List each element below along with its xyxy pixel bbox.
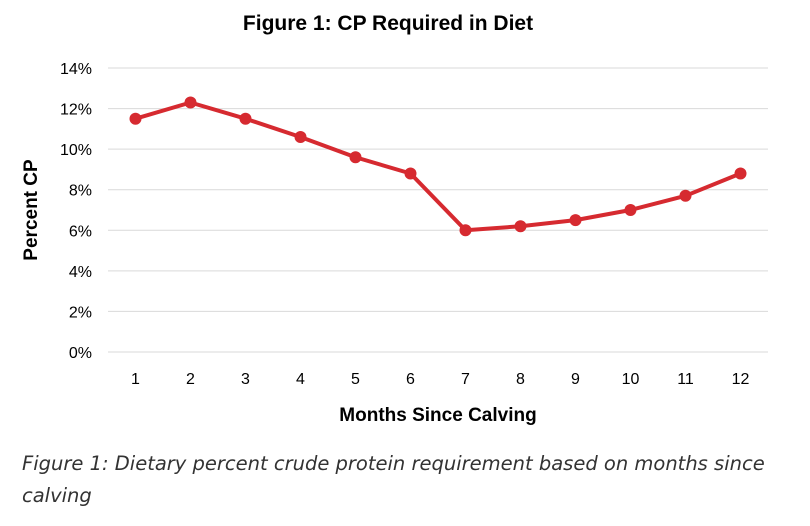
x-tick-label: 2	[186, 371, 195, 388]
x-axis-ticks: 1 2 3 4 5 6 7 8 9 10 11 12	[131, 371, 749, 388]
x-tick-label: 10	[622, 371, 640, 388]
y-tick-label: 6%	[69, 223, 92, 240]
y-tick-label: 10%	[60, 142, 92, 159]
data-point	[404, 167, 417, 180]
x-tick-label: 4	[296, 371, 305, 388]
data-point	[624, 204, 637, 216]
x-axis-label: Months Since Calving	[339, 405, 536, 426]
series-group	[129, 96, 747, 237]
data-point	[294, 130, 307, 143]
y-axis-label: Percent CP	[21, 159, 42, 261]
x-tick-label: 3	[241, 371, 250, 388]
data-point	[569, 214, 582, 227]
data-point	[129, 112, 142, 125]
line-chart: Figure 1: CP Required in Diet 0% 2% 4% 6% 8%…	[21, 12, 768, 426]
y-tick-label: 8%	[69, 183, 92, 200]
x-tick-label: 9	[571, 371, 580, 388]
figure-caption: Figure 1: Dietary percent crude protein …	[22, 452, 765, 507]
x-tick-label: 6	[406, 371, 415, 388]
data-point	[239, 112, 252, 125]
x-tick-label: 12	[732, 371, 750, 388]
data-point	[459, 224, 472, 237]
gridlines	[108, 67, 768, 353]
y-tick-label: 2%	[69, 304, 92, 321]
x-tick-label: 8	[516, 371, 525, 388]
data-point	[679, 189, 692, 202]
data-point	[184, 96, 197, 109]
y-axis-ticks: 0% 2% 4% 6% 8% 10% 12% 14%	[60, 61, 92, 362]
y-tick-label: 0%	[69, 345, 92, 362]
x-tick-label: 1	[131, 371, 140, 388]
x-tick-label: 7	[461, 371, 470, 388]
y-tick-label: 4%	[69, 264, 92, 281]
chart-title: Figure 1: CP Required in Diet	[243, 12, 533, 35]
data-point	[349, 151, 362, 164]
series-line	[133, 100, 743, 233]
data-point	[514, 220, 527, 233]
data-point	[734, 167, 747, 180]
x-tick-label: 11	[677, 371, 694, 388]
y-tick-label: 12%	[60, 102, 92, 119]
y-tick-label: 14%	[60, 61, 92, 78]
x-tick-label: 5	[351, 371, 360, 388]
